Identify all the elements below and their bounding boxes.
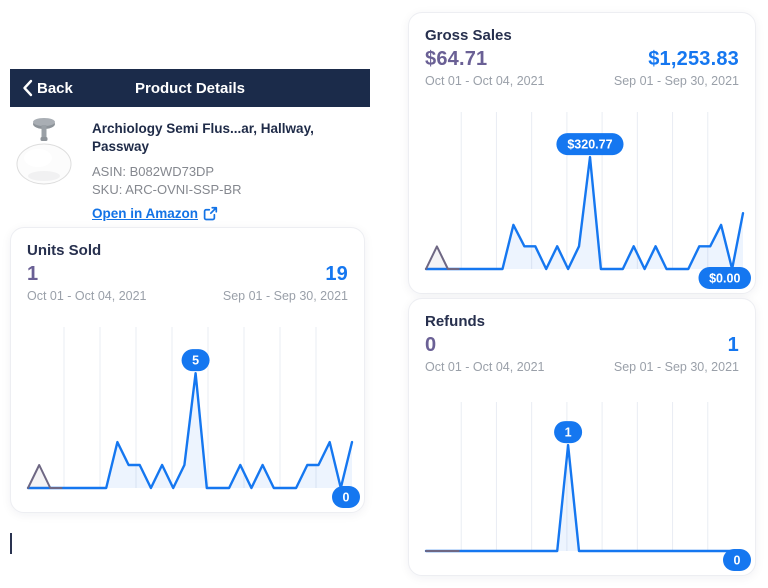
current-range: Oct 01 - Oct 04, 2021 (425, 74, 545, 88)
navbar: Back Product Details (10, 69, 370, 107)
svg-text:0: 0 (734, 553, 741, 567)
previous-range: Sep 01 - Sep 30, 2021 (613, 360, 739, 374)
current-range: Oct 01 - Oct 04, 2021 (27, 289, 147, 303)
previous-range: Sep 01 - Sep 30, 2021 (613, 74, 739, 88)
card-title: Refunds (425, 313, 485, 330)
current-range: Oct 01 - Oct 04, 2021 (425, 360, 545, 374)
product-sku: SKU: ARC-OVNI-SSP-BR (92, 181, 242, 197)
refunds-card[interactable]: Refunds 0 1 Oct 01 - Oct 04, 2021 Sep 01… (408, 298, 756, 576)
svg-text:0: 0 (343, 490, 350, 504)
text-cursor (10, 533, 12, 554)
back-chevron-icon (22, 79, 33, 97)
product-image (10, 112, 78, 194)
open-in-amazon-label: Open in Amazon (92, 206, 199, 222)
product-asin: ASIN: B082WD73DP (92, 164, 215, 180)
units-sold-card[interactable]: Units Sold 1 19 Oct 01 - Oct 04, 2021 Se… (10, 227, 365, 513)
svg-text:1: 1 (565, 425, 572, 439)
open-in-amazon-link[interactable]: Open in Amazon (92, 205, 370, 223)
card-title: Units Sold (27, 242, 102, 259)
current-value: $64.71 (425, 48, 488, 70)
back-label: Back (37, 79, 73, 97)
card-title: Gross Sales (425, 27, 512, 44)
current-value: 1 (27, 263, 39, 285)
gross-sales-chart[interactable]: $320.77 $0.00 (409, 106, 755, 293)
current-value: 0 (425, 334, 437, 356)
external-link-icon (203, 206, 218, 221)
svg-text:$320.77: $320.77 (567, 137, 612, 151)
previous-value: $1,253.83 (648, 48, 739, 70)
gross-sales-card[interactable]: Gross Sales $64.71 $1,253.83 Oct 01 - Oc… (408, 12, 756, 294)
previous-range: Sep 01 - Sep 30, 2021 (222, 289, 348, 303)
svg-text:5: 5 (192, 353, 199, 367)
previous-value: 1 (727, 334, 739, 356)
product-summary: Archiology Semi Flus...ar, Hallway, Pass… (10, 112, 370, 223)
svg-text:$0.00: $0.00 (709, 271, 740, 285)
product-title: Archiology Semi Flus...ar, Hallway, Pass… (92, 121, 314, 154)
back-button[interactable]: Back (10, 79, 73, 97)
previous-value: 19 (325, 263, 348, 285)
